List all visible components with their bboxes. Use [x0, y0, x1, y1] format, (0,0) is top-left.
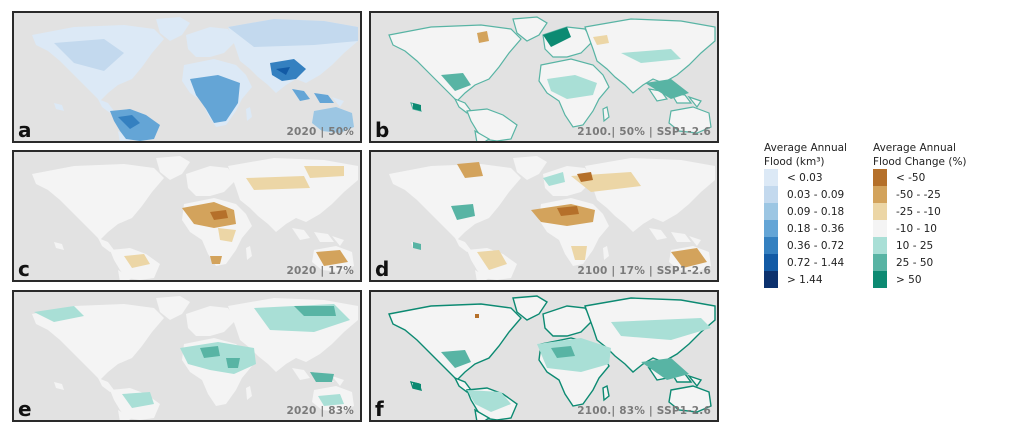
- legend-item-label: < -50: [896, 171, 926, 184]
- map-panel-a: a 2020 | 50%: [12, 11, 362, 143]
- legend-item-label: 0.36 - 0.72: [787, 239, 845, 252]
- color-swatch: [764, 271, 778, 288]
- color-swatch: [873, 271, 887, 288]
- color-swatch: [764, 203, 778, 220]
- legend-item: 0.36 - 0.72: [764, 237, 847, 254]
- color-swatch: [873, 237, 887, 254]
- color-swatch: [873, 220, 887, 237]
- map-panel-d: d 2100 | 17% | SSP1-2.6: [369, 150, 719, 282]
- legend-item-label: -25 - -10: [896, 205, 941, 218]
- panel-label-f: f: [375, 397, 384, 421]
- legend-flood-title-line1: Average Annual: [764, 142, 847, 154]
- world-map-change-2100-p17-ssp126: [389, 156, 715, 280]
- color-swatch: [764, 169, 778, 186]
- legend-item: 10 - 25: [873, 237, 967, 254]
- legend-item: -25 - -10: [873, 203, 967, 220]
- panel-label-d: d: [375, 257, 390, 281]
- color-swatch: [764, 254, 778, 271]
- legend-item: 0.18 - 0.36: [764, 220, 847, 237]
- map-panel-e: e 2020 | 83%: [12, 290, 362, 422]
- legend-item-label: 0.03 - 0.09: [787, 188, 845, 201]
- color-swatch: [873, 186, 887, 203]
- panel-caption-b: 2100.| 50% | SSP1-2.6: [577, 126, 711, 138]
- legend-flood-volume: Average Annual Flood (km³) < 0.03 0.03 -…: [764, 141, 847, 288]
- legend-item: < -50: [873, 169, 967, 186]
- legend-item: 0.03 - 0.09: [764, 186, 847, 203]
- legend-item: -50 - -25: [873, 186, 967, 203]
- color-swatch: [764, 220, 778, 237]
- world-map-change-2100-p83-ssp126: [388, 295, 716, 420]
- panel-caption-e: 2020 | 83%: [286, 405, 354, 417]
- legend-item: 25 - 50: [873, 254, 967, 271]
- panel-label-b: b: [375, 118, 390, 142]
- color-swatch: [873, 169, 887, 186]
- panel-caption-c: 2020 | 17%: [286, 265, 354, 277]
- world-map-change-2100-p50-ssp126: [388, 16, 716, 141]
- legend-item: 0.72 - 1.44: [764, 254, 847, 271]
- map-panel-c: c 2020 | 17%: [12, 150, 362, 282]
- legend-flood-title-line2: Flood (km³): [764, 156, 825, 168]
- legend-item-label: 25 - 50: [896, 256, 934, 269]
- panel-caption-f: 2100.| 83% | SSP1-2.6: [577, 405, 711, 417]
- legend-item-label: > 50: [896, 273, 922, 286]
- legend-item-label: 0.72 - 1.44: [787, 256, 845, 269]
- world-map-flood-2020-p50: [32, 17, 358, 141]
- legend-item: 0.09 - 0.18: [764, 203, 847, 220]
- legend-item-label: -50 - -25: [896, 188, 941, 201]
- legend-item-label: 0.18 - 0.36: [787, 222, 845, 235]
- map-panel-b: b 2100.| 50% | SSP1-2.6: [369, 11, 719, 143]
- color-swatch: [873, 254, 887, 271]
- color-swatch: [764, 186, 778, 203]
- world-map-change-2020-p17: [32, 156, 358, 280]
- legend-item: < 0.03: [764, 169, 847, 186]
- legend-item-label: > 1.44: [787, 273, 823, 286]
- legend-item-label: < 0.03: [787, 171, 823, 184]
- panel-caption-a: 2020 | 50%: [286, 126, 354, 138]
- legend-item-label: 0.09 - 0.18: [787, 205, 845, 218]
- panel-label-c: c: [18, 257, 30, 281]
- panel-caption-d: 2100 | 17% | SSP1-2.6: [577, 265, 711, 277]
- legend-change-title-line1: Average Annual: [873, 142, 956, 154]
- legend-change-title-line2: Flood Change (%): [873, 156, 967, 168]
- world-map-change-2020-p83: [32, 296, 358, 420]
- legend-item: -10 - 10: [873, 220, 967, 237]
- panel-label-a: a: [18, 118, 32, 142]
- color-swatch: [873, 203, 887, 220]
- legend-item: > 1.44: [764, 271, 847, 288]
- legend-flood-change: Average Annual Flood Change (%) < -50 -5…: [873, 141, 967, 288]
- color-swatch: [764, 237, 778, 254]
- legend-item-label: 10 - 25: [896, 239, 934, 252]
- legend-item-label: -10 - 10: [896, 222, 937, 235]
- legend-item: > 50: [873, 271, 967, 288]
- panel-label-e: e: [18, 397, 32, 421]
- map-panel-f: f 2100.| 83% | SSP1-2.6: [369, 290, 719, 422]
